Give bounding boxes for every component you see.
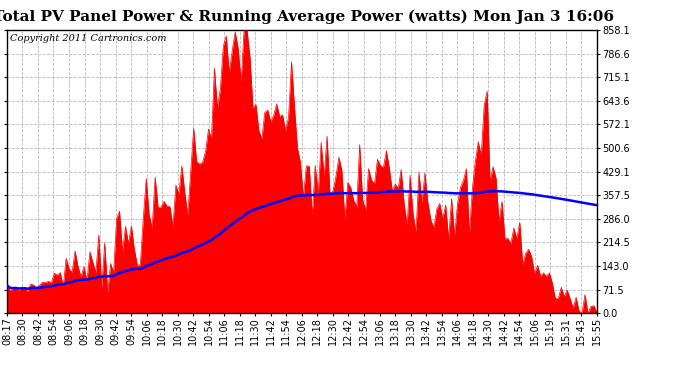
Text: Copyright 2011 Cartronics.com: Copyright 2011 Cartronics.com — [10, 34, 166, 43]
Text: Total PV Panel Power & Running Average Power (watts) Mon Jan 3 16:06: Total PV Panel Power & Running Average P… — [0, 9, 614, 24]
